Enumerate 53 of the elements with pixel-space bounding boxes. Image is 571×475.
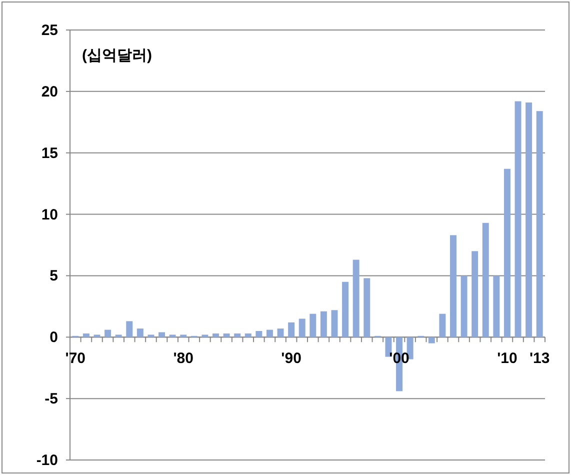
bar [460, 276, 468, 338]
bar [514, 101, 522, 338]
bar [212, 333, 219, 338]
annotation: (십억달러) [82, 47, 152, 64]
y-tick-label: 15 [41, 144, 58, 162]
bar [504, 168, 510, 338]
y-tick-label: -10 [36, 452, 58, 469]
y-tick-label: 0 [50, 329, 58, 346]
x-tick-label: '90 [281, 350, 302, 368]
bar [158, 332, 165, 338]
bar [320, 311, 327, 338]
y-tick-label: 10 [41, 206, 58, 224]
x-tick-label: '80 [173, 350, 194, 368]
bar [202, 334, 208, 338]
bar [472, 251, 478, 338]
bar [352, 260, 360, 338]
bar [244, 333, 252, 338]
bar [115, 334, 122, 338]
bar [439, 314, 446, 338]
bar [94, 334, 100, 338]
bar [126, 321, 133, 338]
bar [148, 334, 154, 338]
bar [450, 235, 456, 338]
bar [277, 328, 284, 338]
bar [364, 278, 370, 338]
bar [104, 330, 112, 338]
bar [526, 102, 532, 338]
bar [256, 331, 262, 338]
y-tick-label: 5 [50, 268, 58, 285]
y-tick-label: 20 [41, 83, 58, 100]
bar [180, 334, 187, 338]
bar [310, 314, 316, 338]
x-tick-label: '13 [529, 350, 550, 368]
bar [298, 318, 306, 338]
bar [136, 328, 144, 338]
bar [428, 337, 435, 344]
bar [385, 337, 392, 357]
y-tick-label: 25 [41, 22, 58, 39]
x-tick-label: '10 [497, 350, 518, 368]
bar [493, 276, 500, 338]
x-tick-label: '00 [389, 350, 410, 368]
y-tick-label: -5 [44, 390, 58, 408]
bar [536, 111, 543, 338]
bar [331, 310, 338, 338]
bar [288, 322, 295, 338]
bar [266, 330, 273, 338]
x-tick-label: '70 [65, 350, 86, 368]
bar [234, 333, 241, 338]
bar [342, 282, 349, 338]
bar [482, 222, 489, 338]
bar [169, 334, 176, 338]
bar [223, 333, 230, 338]
bar [82, 333, 90, 338]
